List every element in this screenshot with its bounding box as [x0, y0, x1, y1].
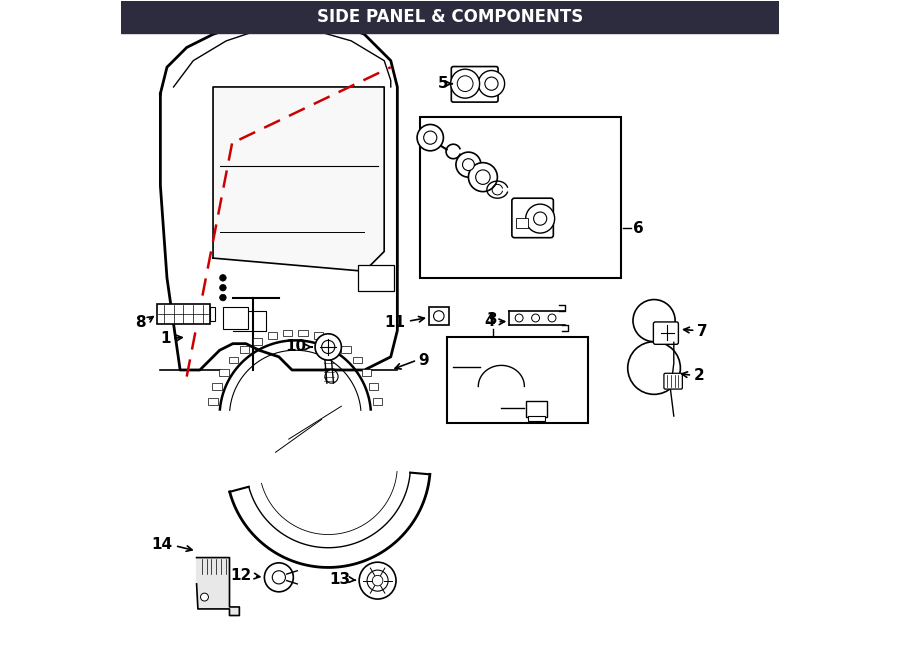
Bar: [373, 399, 382, 405]
Bar: [220, 369, 229, 376]
Circle shape: [463, 159, 474, 171]
Circle shape: [478, 71, 505, 97]
Bar: [223, 307, 248, 329]
Circle shape: [373, 575, 382, 586]
Text: 4: 4: [484, 315, 495, 329]
FancyBboxPatch shape: [653, 322, 679, 344]
Bar: [369, 383, 378, 390]
Text: 2: 2: [694, 368, 705, 383]
Bar: [446, 337, 589, 422]
Bar: [314, 332, 323, 339]
Circle shape: [526, 204, 554, 233]
Circle shape: [534, 212, 547, 225]
Bar: [121, 1, 779, 33]
Circle shape: [476, 170, 491, 184]
Bar: [210, 307, 215, 321]
Bar: [253, 338, 263, 344]
Circle shape: [220, 284, 226, 291]
Bar: [209, 399, 218, 405]
Circle shape: [220, 274, 226, 281]
Polygon shape: [213, 87, 384, 271]
Text: 10: 10: [285, 340, 307, 354]
Text: 11: 11: [384, 315, 405, 330]
Circle shape: [273, 570, 285, 584]
Polygon shape: [160, 15, 397, 370]
Bar: [299, 330, 308, 336]
Bar: [229, 357, 238, 364]
Text: 3: 3: [488, 312, 498, 327]
Bar: [267, 332, 277, 339]
Bar: [526, 401, 547, 417]
Bar: [358, 264, 394, 291]
Bar: [527, 416, 544, 421]
Circle shape: [201, 593, 209, 601]
Circle shape: [633, 299, 675, 342]
Circle shape: [456, 152, 481, 177]
Text: 1: 1: [160, 331, 171, 346]
Circle shape: [457, 76, 473, 92]
Text: 7: 7: [697, 325, 707, 339]
Bar: [283, 330, 293, 336]
FancyBboxPatch shape: [512, 198, 554, 238]
Circle shape: [265, 563, 293, 592]
Text: 6: 6: [633, 221, 643, 236]
Circle shape: [424, 131, 436, 144]
Bar: [456, 81, 467, 92]
Text: 8: 8: [135, 315, 146, 330]
Circle shape: [359, 563, 396, 599]
Circle shape: [315, 334, 341, 360]
Text: 12: 12: [230, 568, 251, 583]
Text: 9: 9: [418, 352, 429, 368]
Bar: [516, 218, 527, 229]
Bar: [429, 307, 449, 325]
Circle shape: [468, 163, 498, 192]
Bar: [328, 338, 338, 344]
Circle shape: [515, 314, 523, 322]
FancyBboxPatch shape: [451, 67, 498, 102]
Bar: [362, 369, 372, 376]
Text: 5: 5: [437, 76, 448, 91]
Circle shape: [434, 311, 444, 321]
Bar: [212, 383, 221, 390]
Bar: [341, 346, 351, 353]
Circle shape: [627, 342, 680, 395]
Text: 13: 13: [328, 572, 350, 587]
Circle shape: [417, 124, 444, 151]
Circle shape: [532, 314, 539, 322]
Circle shape: [548, 314, 556, 322]
Bar: [240, 346, 249, 353]
Polygon shape: [196, 558, 239, 615]
Circle shape: [220, 294, 226, 301]
Bar: [420, 116, 621, 278]
Bar: [158, 304, 210, 324]
Circle shape: [485, 77, 498, 91]
FancyBboxPatch shape: [664, 373, 682, 389]
Circle shape: [321, 340, 335, 354]
Text: SIDE PANEL & COMPONENTS: SIDE PANEL & COMPONENTS: [317, 8, 583, 26]
Text: 14: 14: [151, 537, 172, 552]
Circle shape: [367, 570, 388, 591]
Bar: [353, 357, 362, 364]
Circle shape: [451, 69, 480, 98]
Circle shape: [325, 370, 338, 383]
